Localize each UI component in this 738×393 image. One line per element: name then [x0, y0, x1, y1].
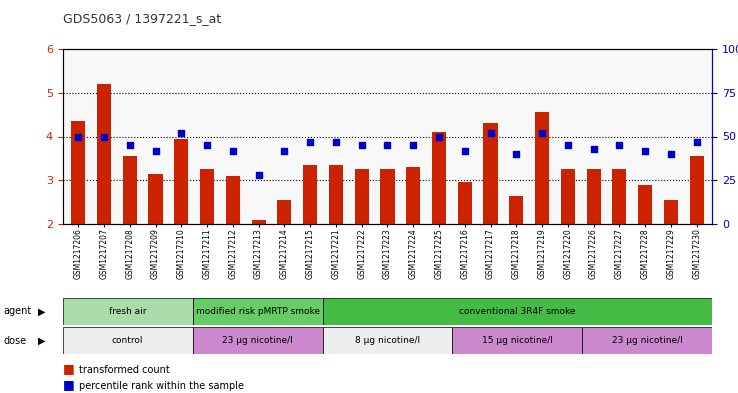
Text: modified risk pMRTP smoke: modified risk pMRTP smoke — [196, 307, 320, 316]
Point — [72, 133, 84, 140]
Bar — [193, 327, 323, 354]
Bar — [535, 112, 549, 224]
Point — [356, 142, 368, 149]
Point — [278, 147, 290, 154]
Bar — [432, 132, 446, 224]
Bar — [582, 327, 712, 354]
Bar — [193, 298, 323, 325]
Point — [407, 142, 419, 149]
Point — [201, 142, 213, 149]
Point — [511, 151, 523, 157]
Bar — [561, 169, 575, 224]
Bar — [323, 327, 452, 354]
Bar — [252, 220, 266, 224]
Bar — [174, 139, 188, 224]
Text: ▶: ▶ — [38, 307, 46, 316]
Text: GDS5063 / 1397221_s_at: GDS5063 / 1397221_s_at — [63, 12, 221, 25]
Text: percentile rank within the sample: percentile rank within the sample — [79, 381, 244, 391]
Bar — [97, 84, 111, 224]
Text: agent: agent — [4, 307, 32, 316]
Bar — [200, 169, 214, 224]
Point — [562, 142, 573, 149]
Bar — [63, 327, 193, 354]
Bar — [71, 121, 86, 224]
Bar — [613, 169, 627, 224]
Text: ■: ■ — [63, 362, 75, 375]
Bar — [303, 165, 317, 224]
Point — [537, 130, 548, 136]
Bar — [148, 174, 162, 224]
Bar — [509, 196, 523, 224]
Bar — [226, 176, 240, 224]
Point — [176, 130, 187, 136]
Bar — [123, 156, 137, 224]
Bar — [354, 169, 369, 224]
Text: fresh air: fresh air — [109, 307, 146, 316]
Text: ▶: ▶ — [38, 336, 46, 345]
Point — [485, 130, 497, 136]
Text: dose: dose — [4, 336, 27, 345]
Point — [304, 139, 316, 145]
Point — [639, 147, 651, 154]
Bar — [329, 165, 343, 224]
Text: transformed count: transformed count — [79, 365, 170, 375]
Bar — [689, 156, 704, 224]
Bar — [452, 327, 582, 354]
Point — [382, 142, 393, 149]
Bar — [587, 169, 601, 224]
Text: 23 μg nicotine/l: 23 μg nicotine/l — [222, 336, 293, 345]
Text: conventional 3R4F smoke: conventional 3R4F smoke — [459, 307, 576, 316]
Point — [459, 147, 471, 154]
Point — [587, 145, 599, 152]
Bar — [277, 200, 292, 224]
Bar — [638, 185, 652, 224]
Text: 23 μg nicotine/l: 23 μg nicotine/l — [612, 336, 683, 345]
Text: 8 μg nicotine/l: 8 μg nicotine/l — [355, 336, 420, 345]
Point — [227, 147, 238, 154]
Point — [330, 139, 342, 145]
Point — [252, 172, 264, 178]
Bar — [406, 167, 421, 224]
Point — [150, 147, 162, 154]
Bar — [458, 182, 472, 224]
Text: ■: ■ — [63, 378, 75, 391]
Point — [124, 142, 136, 149]
Bar — [380, 169, 395, 224]
Point — [613, 142, 625, 149]
Point — [433, 133, 445, 140]
Text: 15 μg nicotine/l: 15 μg nicotine/l — [482, 336, 553, 345]
Bar — [323, 298, 712, 325]
Bar — [664, 200, 678, 224]
Point — [665, 151, 677, 157]
Point — [691, 139, 703, 145]
Point — [98, 133, 110, 140]
Bar — [63, 298, 193, 325]
Bar — [483, 123, 497, 224]
Text: control: control — [112, 336, 143, 345]
